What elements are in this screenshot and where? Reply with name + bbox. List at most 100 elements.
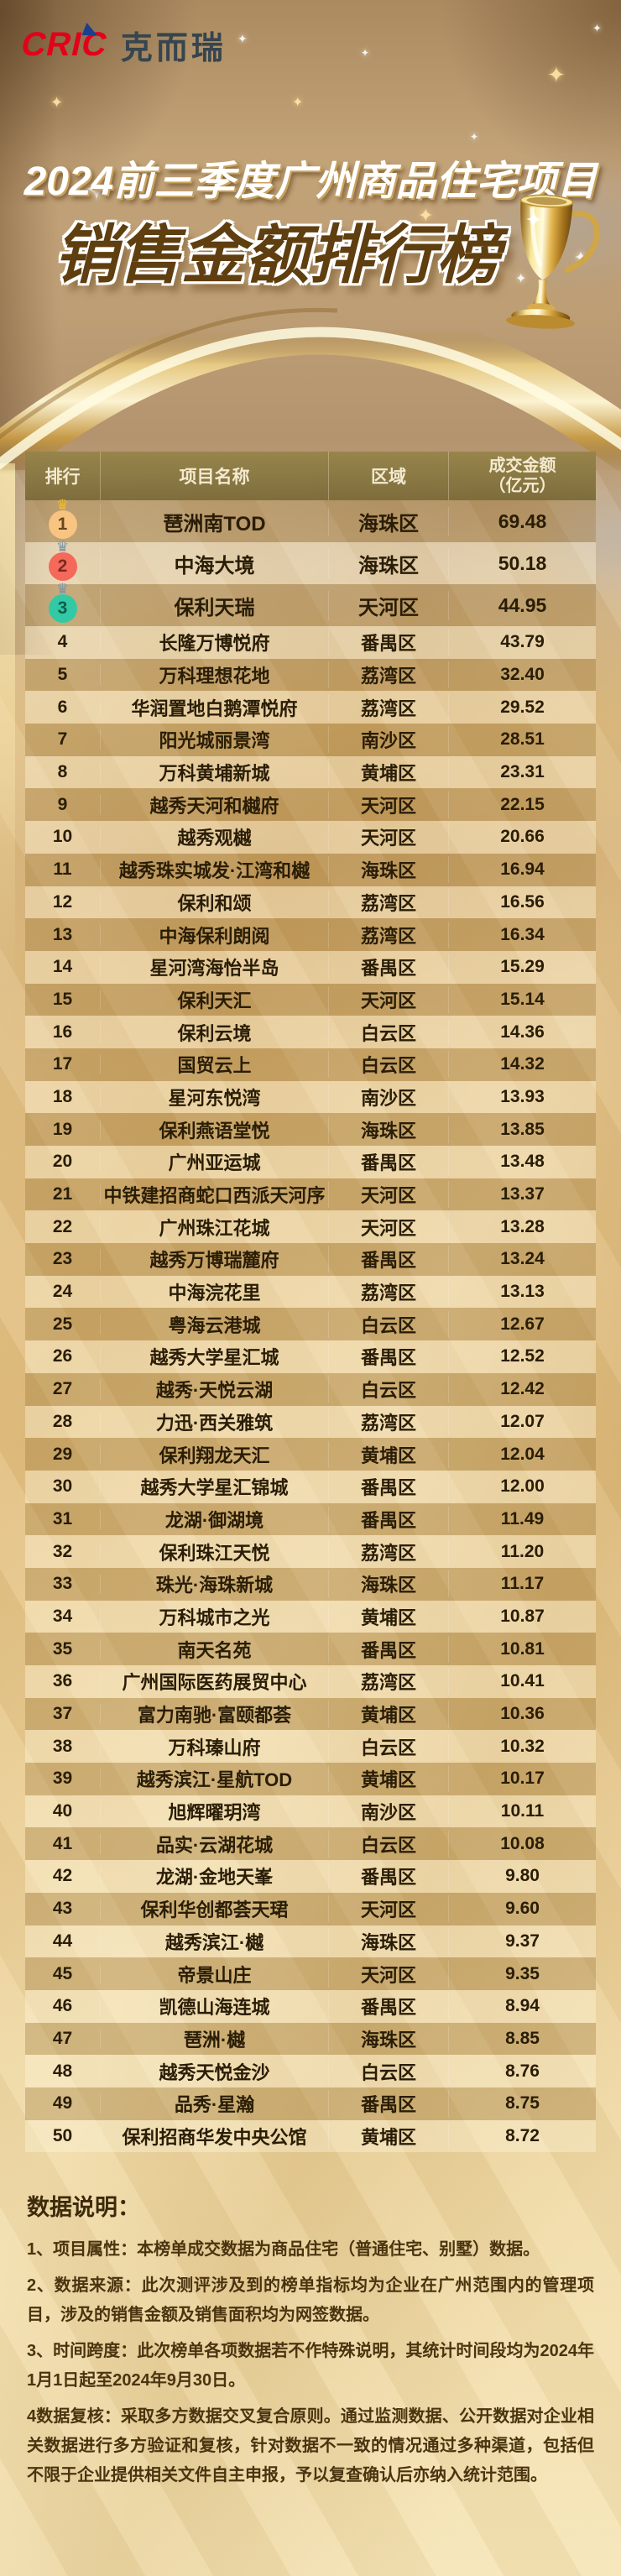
region: 天河区 (329, 823, 449, 851)
region: 海珠区 (329, 548, 449, 578)
rank-cell: 4 (25, 632, 101, 653)
note-item: 3、时间跨度：此次榜单各项数据若不作特殊说明，其统计时间段均为2024年1月1日… (27, 2342, 594, 2390)
project-name: 保利和颂 (101, 888, 329, 916)
region: 黄埔区 (329, 2122, 449, 2150)
amount: 12.07 (500, 1411, 545, 1431)
project-name: 南天名苑 (101, 1635, 329, 1663)
table-row: 11 越秀珠实城发·江湾和樾 海珠区 16.94 (25, 853, 596, 886)
amount: 10.32 (500, 1736, 545, 1756)
amount: 12.42 (500, 1379, 545, 1399)
table-row: 9 越秀天河和樾府 天河区 22.15 (25, 788, 596, 822)
table-row: 34 万科城市之光 黄埔区 10.87 (25, 1600, 596, 1633)
rank-cell: 39 (25, 1769, 101, 1790)
column-header-region: 区域 (329, 452, 449, 500)
region: 白云区 (329, 1051, 449, 1079)
region: 南沙区 (329, 1083, 449, 1110)
table-row: 30 越秀大学星汇锦城 番禺区 12.00 (25, 1470, 596, 1503)
amount: 12.00 (500, 1476, 545, 1497)
trophy-icon: ✦ (506, 194, 600, 329)
region: 黄埔区 (329, 1602, 449, 1630)
table-body: ♛ 1 琶洲南TOD 海珠区 69.48 ♛ 2 中海大境 海珠区 50.18 ♛ 3 保利天瑞 天河区 4… (25, 498, 596, 2153)
project-name: 琶洲南TOD (101, 506, 329, 536)
amount: 20.66 (500, 827, 545, 847)
rank-cell: 21 (25, 1184, 101, 1205)
rank-cell: 38 (25, 1736, 101, 1757)
rank-cell: 16 (25, 1022, 101, 1042)
rank-cell: 34 (25, 1606, 101, 1627)
amount: 12.52 (500, 1346, 545, 1366)
project-name: 万科理想花地 (101, 661, 329, 689)
rank-cell: 32 (25, 1541, 101, 1562)
rank-cell: 26 (25, 1346, 101, 1367)
amount: 13.28 (500, 1216, 545, 1236)
sparkle-icon: ✦ (547, 62, 566, 87)
poster-title-line2: 销售金额排行榜 (54, 220, 500, 291)
project-name: 万科城市之光 (101, 1602, 329, 1630)
project-name: 龙湖·金地天峯 (101, 1863, 329, 1890)
region: 白云区 (329, 1018, 449, 1046)
cric-logo: CRIC 克而瑞 (18, 23, 227, 66)
amount: 32.40 (500, 665, 545, 685)
amount: 10.87 (500, 1606, 545, 1626)
amount: 12.67 (500, 1314, 545, 1334)
sparkle-icon: ✦ (361, 47, 370, 59)
data-notes: 数据说明： 1、项目属性：本榜单成交数据为商品住宅（普通住宅、别墅）数据。 2、数… (27, 2189, 594, 2497)
sparkle-icon: ✦ (292, 96, 304, 110)
rank-cell: 5 (25, 665, 101, 686)
project-name: 保利招商华发中央公馆 (101, 2122, 329, 2150)
region: 荔湾区 (329, 661, 449, 689)
region: 荔湾区 (329, 1538, 449, 1565)
region: 荔湾区 (329, 921, 449, 948)
amount: 10.17 (500, 1769, 545, 1789)
project-name: 粤海云港城 (101, 1310, 329, 1338)
table-row: 50 保利招商华发中央公馆 黄埔区 8.72 (25, 2119, 596, 2153)
amount: 9.35 (505, 1963, 540, 1983)
rank-medal: 2 (48, 551, 77, 581)
rank-cell: 22 (25, 1216, 101, 1237)
rank-cell: 19 (25, 1119, 101, 1140)
rank-cell: 37 (25, 1704, 101, 1725)
amount: 8.75 (505, 2093, 540, 2114)
project-name: 越秀滨江·樾 (101, 1927, 329, 1955)
table-row: 20 广州亚运城 番禺区 13.48 (25, 1146, 596, 1178)
rank-cell: 9 (25, 794, 101, 815)
region: 番禺区 (329, 1505, 449, 1533)
region: 荔湾区 (329, 1668, 449, 1696)
amount: 14.32 (500, 1054, 545, 1074)
amount: 8.94 (505, 1996, 540, 2016)
table-row: ♛ 1 琶洲南TOD 海珠区 69.48 (25, 498, 596, 542)
region: 荔湾区 (329, 1408, 449, 1435)
project-name: 万科黄埔新城 (101, 759, 329, 786)
project-name: 保利翔龙天汇 (101, 1440, 329, 1468)
region: 荔湾区 (329, 1278, 449, 1306)
amount: 11.20 (500, 1541, 545, 1561)
amount: 13.24 (500, 1249, 545, 1269)
project-name: 国贸云上 (101, 1051, 329, 1079)
amount: 11.17 (500, 1574, 545, 1594)
table-row: ♛ 2 中海大境 海珠区 50.18 (25, 540, 596, 584)
table-row: 15 保利天汇 天河区 15.14 (25, 983, 596, 1016)
region: 白云区 (329, 1732, 449, 1760)
rank-cell: 28 (25, 1411, 101, 1432)
table-row: 36 广州国际医药展贸中心 荔湾区 10.41 (25, 1665, 596, 1698)
region: 番禺区 (329, 1343, 449, 1371)
project-name: 旭辉曜玥湾 (101, 1798, 329, 1826)
table-row: 38 万科瑧山府 白云区 10.32 (25, 1730, 596, 1763)
project-name: 中海保利朗阅 (101, 921, 329, 948)
project-name: 品秀·星瀚 (101, 2090, 329, 2118)
rank-cell: 25 (25, 1314, 101, 1335)
amount: 44.95 (498, 593, 547, 616)
region: 海珠区 (329, 1570, 449, 1598)
region: 海珠区 (329, 506, 449, 536)
region: 黄埔区 (329, 1701, 449, 1728)
amount: 10.08 (500, 1833, 545, 1853)
table-row: 46 凯德山海连城 番禺区 8.94 (25, 1989, 596, 2023)
notes-heading: 数据说明： (27, 2195, 140, 2220)
amount: 14.36 (500, 1022, 545, 1042)
sparkle-icon: ✦ (592, 22, 602, 34)
project-name: 越秀滨江·星航TOD (101, 1765, 329, 1793)
table-row: 25 粤海云港城 白云区 12.67 (25, 1308, 596, 1341)
project-name: 保利云境 (101, 1018, 329, 1046)
project-name: 广州亚运城 (101, 1148, 329, 1176)
rank-cell: 48 (25, 2061, 101, 2082)
